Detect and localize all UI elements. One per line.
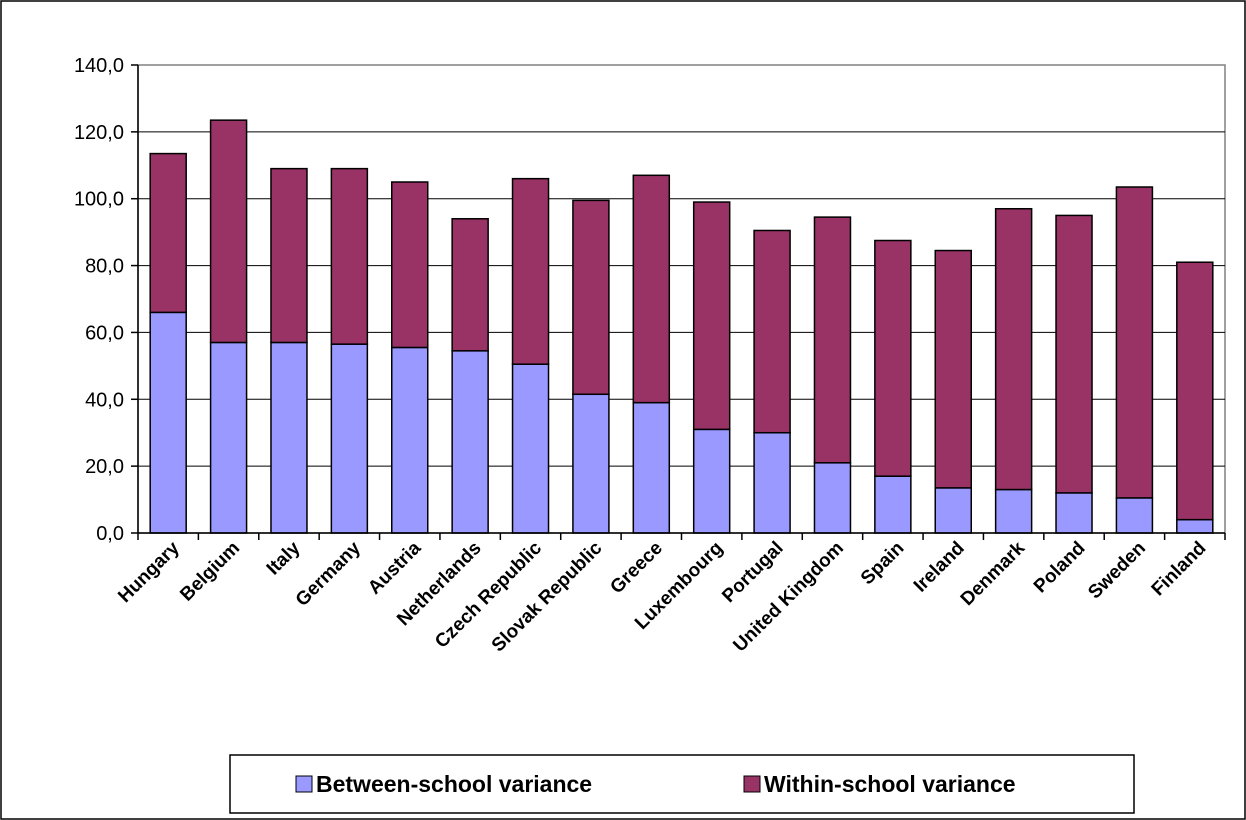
- bar-within-school-denmark: [994, 207, 1033, 491]
- bar-within-school-finland: [1176, 261, 1214, 521]
- y-tick-label: 140,0: [74, 55, 124, 77]
- bar-between-school-germany: [330, 343, 369, 534]
- y-axis-ticks: 0,0 20,0 40,0 60,0 80,0 100,0 120,0 140,0: [74, 55, 138, 545]
- bar-between-school-netherlands: [451, 350, 489, 534]
- bar-between-school-czech-republic: [511, 363, 550, 534]
- bar-within-school-spain: [874, 239, 912, 477]
- legend-label-between-school: Between-school variance: [316, 771, 592, 797]
- bar-within-school-greece: [632, 174, 671, 404]
- y-tick-label: 120,0: [74, 122, 124, 144]
- bar-within-school-italy: [270, 167, 308, 344]
- y-tick-label: 0,0: [96, 523, 124, 545]
- bar-between-school-united-kingdom: [813, 462, 852, 534]
- bar-within-school-hungary: [149, 152, 187, 314]
- legend: Between-school variance Within-school va…: [229, 754, 1135, 814]
- bar-between-school-greece: [632, 401, 671, 534]
- legend-label-within-school: Within-school variance: [764, 771, 1016, 797]
- y-tick-label: 20,0: [85, 456, 124, 478]
- bars: [149, 119, 1214, 534]
- gridlines: [138, 131, 1225, 467]
- bar-between-school-ireland: [934, 487, 972, 534]
- bar-within-school-sweden: [1115, 186, 1154, 499]
- bar-between-school-luxembourg: [692, 428, 731, 534]
- y-tick-label: 40,0: [85, 389, 124, 411]
- bar-within-school-poland: [1055, 214, 1093, 494]
- bar-between-school-belgium: [209, 341, 248, 534]
- bar-between-school-slovak-republic: [572, 393, 610, 534]
- y-tick-label: 80,0: [85, 256, 124, 278]
- bar-between-school-hungary: [149, 311, 187, 534]
- legend-box: [229, 754, 1135, 814]
- bar-within-school-ireland: [934, 249, 972, 489]
- bar-within-school-portugal: [753, 229, 791, 434]
- bar-within-school-czech-republic: [511, 177, 550, 365]
- bar-within-school-netherlands: [451, 218, 489, 352]
- bar-between-school-poland: [1055, 492, 1093, 534]
- bar-within-school-united-kingdom: [813, 216, 852, 464]
- legend-swatch-within-school: [743, 775, 761, 793]
- bar-within-school-slovak-republic: [572, 199, 610, 396]
- bar-between-school-finland: [1176, 518, 1214, 534]
- bar-between-school-spain: [874, 475, 912, 534]
- y-tick-label: 60,0: [85, 322, 124, 344]
- bar-between-school-sweden: [1115, 497, 1154, 534]
- legend-swatch-between-school: [295, 775, 313, 793]
- plot-area: [137, 64, 1226, 534]
- x-axis-ticks: [137, 533, 1226, 540]
- bar-within-school-belgium: [209, 119, 248, 344]
- bar-within-school-austria: [391, 181, 429, 349]
- bar-within-school-germany: [330, 167, 369, 345]
- bar-between-school-austria: [391, 346, 429, 534]
- bar-between-school-denmark: [994, 488, 1033, 534]
- bar-between-school-portugal: [753, 431, 791, 534]
- y-tick-label: 100,0: [74, 189, 124, 211]
- bar-between-school-italy: [270, 341, 308, 534]
- bar-within-school-luxembourg: [692, 201, 731, 431]
